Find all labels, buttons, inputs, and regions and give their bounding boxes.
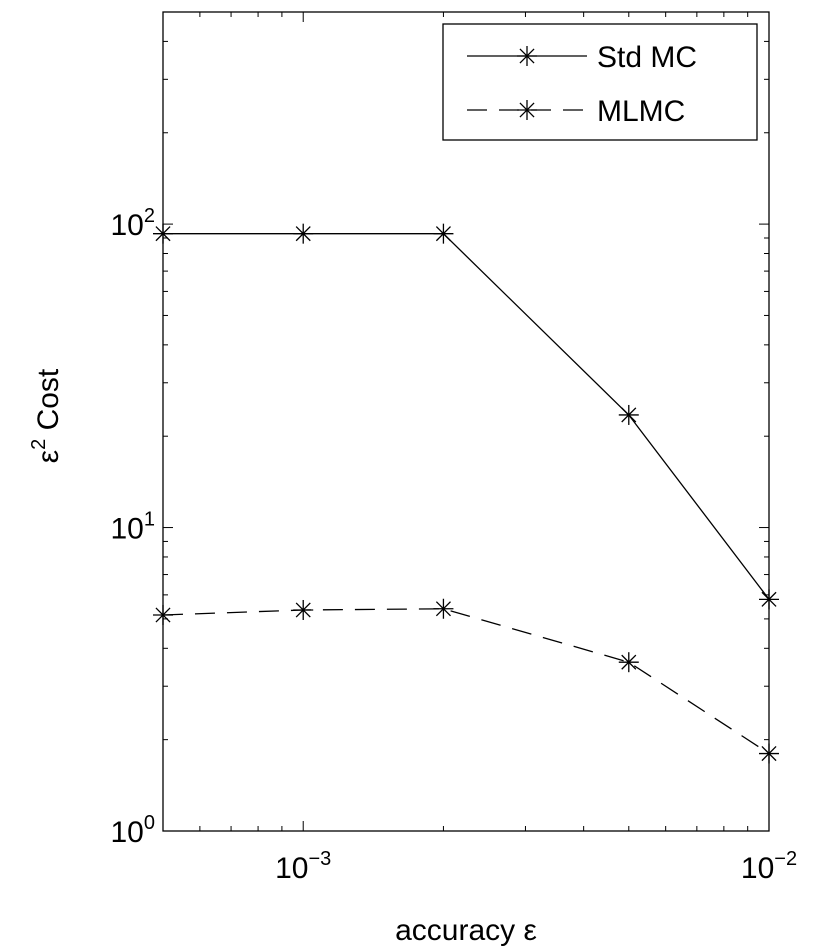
legend-marker	[517, 46, 537, 66]
ticks: 100 101 102 10−3 10−2	[111, 11, 797, 885]
data-point	[433, 598, 454, 619]
data-point	[618, 652, 639, 673]
y-tick-label: 100	[111, 812, 156, 849]
legend: Std MC MLMC	[442, 23, 758, 141]
legend-label: Std MC	[597, 41, 697, 74]
series-line	[162, 608, 770, 755]
legend-item: Std MC	[467, 41, 697, 74]
y-tick-label: 101	[111, 509, 156, 546]
x-axis-label: accuracy ε	[395, 914, 537, 947]
legend-item: MLMC	[467, 95, 685, 128]
data-point	[759, 589, 779, 610]
data-point	[618, 404, 639, 425]
y-axis-label-symbol: ε	[32, 450, 65, 463]
series-std-mc	[153, 223, 779, 610]
data-point	[293, 599, 314, 620]
x-tick-label: 10−3	[275, 848, 331, 885]
axes	[162, 11, 770, 832]
series-line	[163, 233, 770, 600]
y-tick-label: 102	[111, 205, 156, 242]
series-mlmc	[153, 598, 779, 764]
y-axis-label: ε2 Cost	[28, 368, 65, 463]
y-axis-label-superscript: 2	[28, 439, 50, 450]
data-point	[293, 223, 314, 244]
legend-box	[442, 23, 758, 141]
series-layer	[153, 223, 779, 764]
data-point	[759, 743, 779, 764]
y-axis-label-text: Cost	[32, 368, 65, 439]
legend-marker	[517, 100, 537, 120]
data-point	[433, 223, 454, 244]
plot-frame	[162, 11, 770, 832]
x-tick-label: 10−2	[741, 848, 797, 885]
data-point	[153, 605, 173, 626]
legend-label: MLMC	[597, 95, 685, 128]
data-point	[153, 223, 173, 244]
